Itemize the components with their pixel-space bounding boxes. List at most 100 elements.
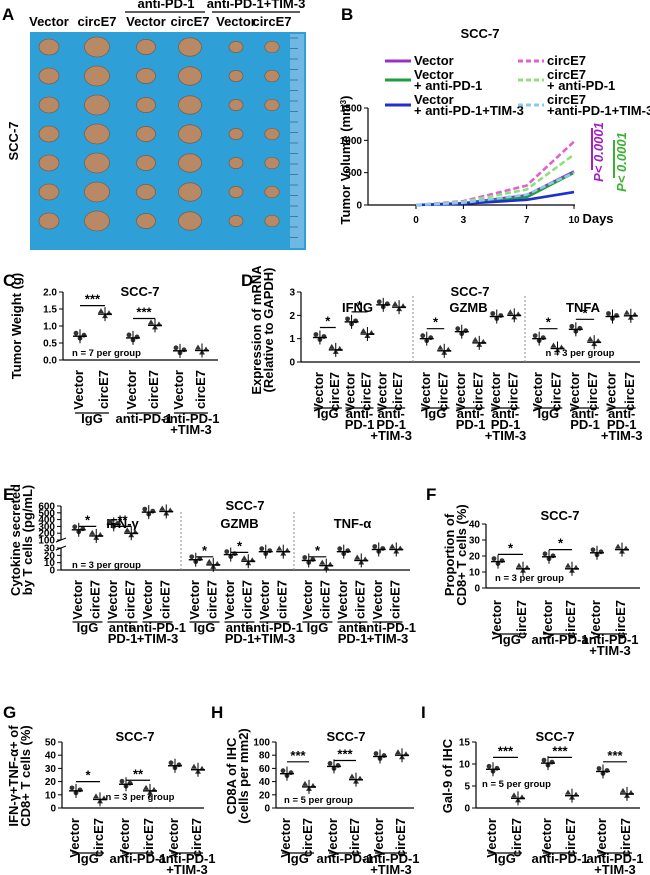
category-label: Vector — [140, 580, 155, 620]
data-point — [455, 326, 461, 332]
panel-letter-i: I — [421, 703, 426, 722]
panel-letter-a: A — [2, 5, 14, 24]
photo-col-label: circE7 — [77, 14, 116, 29]
group-label: PD-1 — [225, 631, 255, 646]
group-label: anti- — [109, 620, 136, 635]
y-tick-label: 5 — [464, 782, 470, 793]
category-label: Vector — [371, 818, 386, 858]
data-point — [302, 780, 308, 786]
category-label: circE7 — [327, 372, 342, 411]
tumor — [228, 99, 244, 111]
group-label: IgG — [307, 620, 329, 635]
tumor — [264, 156, 280, 170]
group-label: IgG — [77, 620, 99, 635]
category-label: Vector — [488, 372, 503, 412]
data-point — [345, 316, 350, 322]
group-label: anti-PD-1 — [531, 632, 588, 647]
y-tick-label: 60 — [259, 764, 271, 775]
data-point — [565, 789, 571, 795]
tumor — [264, 69, 280, 83]
y-tick-label: 200 — [38, 529, 55, 540]
y-axis-label: by T cells (pg/mL) — [20, 485, 35, 596]
data-point — [148, 319, 154, 325]
y-tick-label: 100 — [38, 536, 55, 547]
y-tick-label: 20 — [259, 790, 271, 801]
category-label: Vector — [370, 580, 385, 620]
x-tick-label: 7 — [524, 215, 530, 226]
data-point — [93, 793, 99, 799]
data-point — [173, 345, 179, 351]
data-point — [259, 546, 265, 552]
panel-letter-b: B — [341, 5, 353, 24]
group-label: +TIM-3 — [254, 631, 296, 646]
data-point — [107, 518, 113, 524]
y-axis-label: Cytokine secreted — [8, 484, 23, 596]
group-label: anti- — [346, 406, 373, 421]
y-tick-label: 1500 — [340, 104, 363, 115]
category-label: Vector — [278, 818, 293, 858]
significance-label: * — [202, 543, 208, 558]
y-tick-label: 30 — [45, 764, 57, 775]
category-label: circE7 — [146, 370, 161, 409]
tumor — [136, 39, 156, 55]
subtitle: IFNG — [342, 300, 373, 315]
group-label: anti-PD-1 — [359, 620, 416, 635]
photo-col-label: circE7 — [252, 14, 291, 29]
tumor — [38, 38, 60, 56]
panel-letter-g: G — [3, 703, 16, 722]
y-tick-label: 1.5 — [43, 305, 57, 316]
significance-label: * — [357, 298, 363, 313]
category-label: circE7 — [390, 372, 405, 411]
group-label: PD-1 — [607, 417, 637, 432]
data-point — [142, 506, 148, 512]
tumor — [228, 41, 244, 53]
note-label: n = 3 per group — [546, 348, 615, 359]
data-point — [620, 787, 626, 793]
significance-label: * — [85, 768, 91, 783]
group-label: anti-PD-1 — [158, 851, 215, 866]
y-tick-label: 40 — [469, 520, 481, 531]
note-label: n = 5 per group — [284, 795, 353, 806]
y-tick-label: 2 — [289, 311, 295, 322]
data-point — [565, 562, 571, 568]
tumor — [84, 36, 110, 58]
category-label: circE7 — [563, 600, 578, 639]
y-tick-label: 30 — [44, 544, 56, 555]
data-point — [360, 328, 367, 333]
data-point — [615, 543, 621, 549]
group-label: +TIM-3 — [170, 422, 212, 437]
series-line — [415, 171, 575, 207]
group-label: IgG — [494, 851, 516, 866]
tumor — [84, 94, 110, 116]
y-tick-label: 400 — [38, 515, 55, 526]
category-label: Vector — [418, 372, 433, 412]
data-point — [191, 763, 197, 769]
data-point — [437, 344, 444, 350]
legend-label: circE7 — [547, 53, 586, 68]
y-tick-label: 500 — [38, 508, 55, 519]
tumor — [228, 157, 244, 169]
y-tick-label: 40 — [259, 777, 271, 788]
data-point — [328, 343, 335, 349]
tumor — [84, 123, 110, 145]
tumor — [38, 125, 60, 143]
y-tick-label: 1000 — [340, 136, 363, 147]
panel-letter-h: H — [211, 703, 223, 722]
tumor — [178, 153, 202, 173]
category-label: circE7 — [585, 372, 600, 411]
panel-letter-c: C — [3, 271, 15, 290]
category-label: circE7 — [618, 818, 633, 857]
data-point — [126, 332, 132, 338]
legend-label: + anti-PD-1+TIM-3 — [414, 103, 524, 118]
group-label: +TIM-3 — [589, 643, 631, 658]
significance-label: P< 0.0001 — [614, 132, 629, 192]
significance-label: * — [546, 315, 552, 330]
tumor — [178, 95, 202, 115]
group-label: +TIM-3 — [137, 631, 179, 646]
category-label: Vector — [453, 372, 468, 412]
y-axis-label: Tumor Weight (g) — [9, 273, 24, 379]
group-label: PD-1 — [108, 631, 138, 646]
y-tick-label: 1.0 — [43, 322, 57, 333]
tumor — [264, 127, 280, 141]
